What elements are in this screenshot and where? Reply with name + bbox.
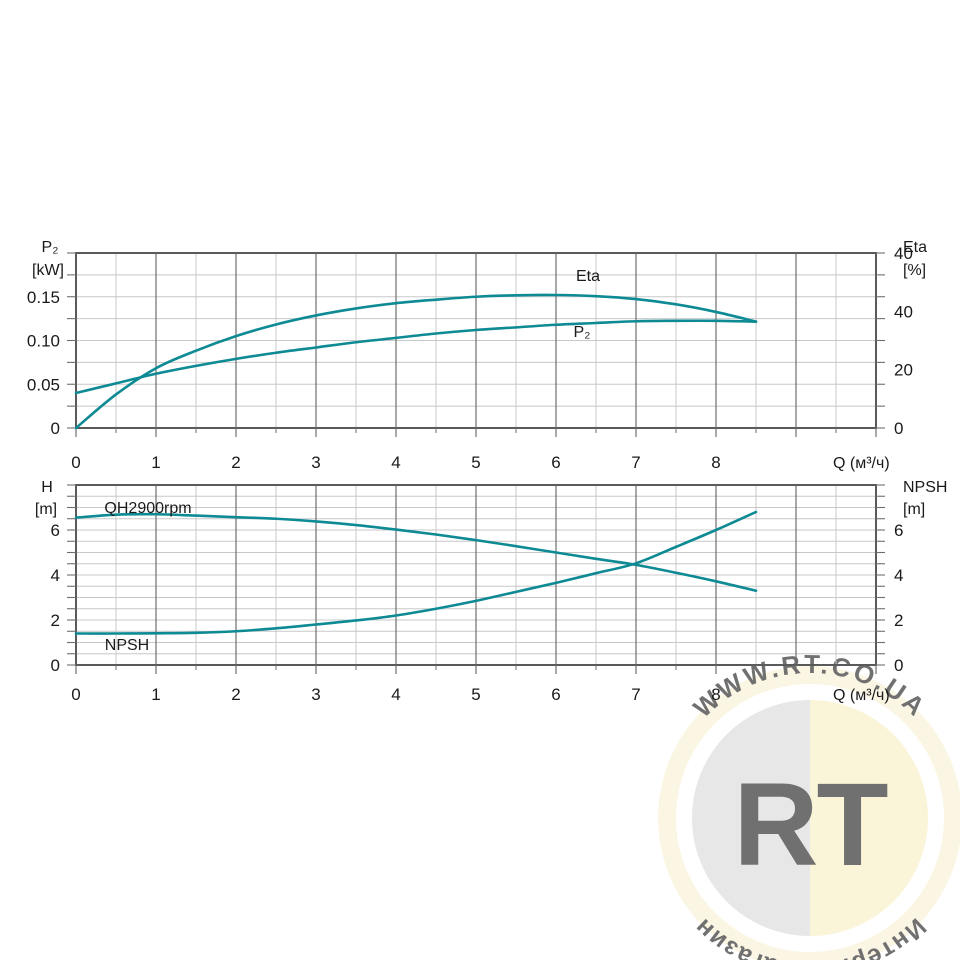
curve-label-p2: P₂ <box>574 324 591 341</box>
curve-npsh <box>74 510 758 635</box>
x-tick-label: 7 <box>631 453 640 472</box>
bottom-chart-minor-gridlines <box>76 485 876 665</box>
x-tick-label: 6 <box>551 685 560 704</box>
bottom-chart-y2-tick-labels: 0 2 4 6 <box>894 521 903 675</box>
x-tick-label: 7 <box>631 685 640 704</box>
curve-label-eta: Eta <box>576 268 600 285</box>
watermark-letters-left: RT <box>733 759 887 891</box>
y-tick-label: 0.10 <box>27 332 60 351</box>
top-chart-x-tick-labels: 0 1 2 3 4 5 6 7 8 <box>71 453 720 472</box>
y2-tick-label: 2 <box>894 611 903 630</box>
top-chart-y2-tick-labels: 0 20 40 40 <box>894 244 913 438</box>
x-tick-label: 1 <box>151 453 160 472</box>
x-tick-label: 2 <box>231 685 240 704</box>
curve-qh2900rpm <box>74 512 758 593</box>
bottom-chart-right-axis-caption-2: [m] <box>903 501 925 518</box>
top-chart-x-axis-label: Q (м³/ч) <box>833 455 890 472</box>
x-tick-label: 3 <box>311 453 320 472</box>
top-chart-y-tick-labels: 0 0.05 0.10 0.15 <box>27 288 60 438</box>
bottom-chart-left-axis-caption-1: H <box>41 479 53 496</box>
y2-tick-label: 4 <box>894 566 903 585</box>
x-tick-label: 2 <box>231 453 240 472</box>
y-tick-label: 0 <box>51 656 60 675</box>
bottom-chart-y-tick-labels: 0 2 4 6 <box>51 521 60 675</box>
y2-tick-label: 40 <box>894 244 913 263</box>
top-chart-right-axis-caption-1: Eta <box>903 239 927 256</box>
watermark-disc-left <box>692 700 810 936</box>
top-chart-major-gridlines <box>155 253 797 428</box>
y-tick-label: 4 <box>51 566 60 585</box>
curve-label-npsh: NPSH <box>105 637 149 654</box>
x-tick-label: 0 <box>71 685 80 704</box>
bottom-chart-x-axis-label: Q (м³/ч) <box>833 687 890 704</box>
watermark-letters: RT RT <box>733 759 889 891</box>
watermark-letters-right: RT <box>733 759 887 891</box>
y2-tick-label: 0 <box>894 419 903 438</box>
bottom-chart-right-axis-caption-1: NPSH <box>903 479 947 496</box>
x-tick-label: 5 <box>471 685 480 704</box>
y-tick-label: 6 <box>51 521 60 540</box>
head-npsh-chart: 0 1 2 3 4 5 6 7 8 0 2 4 6 0 2 4 6 H [m] NPSH [m] Q (м³… <box>35 479 948 704</box>
x-tick-label: 6 <box>551 453 560 472</box>
top-chart-right-axis-caption-2: [%] <box>903 262 926 279</box>
x-tick-label: 4 <box>391 685 400 704</box>
top-chart-left-axis-caption-1: P₂ <box>42 239 59 256</box>
x-tick-label: 8 <box>711 453 720 472</box>
x-tick-label: 0 <box>71 453 80 472</box>
y2-tick-label: 6 <box>894 521 903 540</box>
x-tick-label: 5 <box>471 453 480 472</box>
x-tick-label: 1 <box>151 685 160 704</box>
x-tick-label: 8 <box>711 685 720 704</box>
bottom-chart-x-tick-labels: 0 1 2 3 4 5 6 7 8 <box>71 685 720 704</box>
y-tick-label: 2 <box>51 611 60 630</box>
watermark-disc-right <box>810 700 928 936</box>
y-tick-label: 0.05 <box>27 375 60 394</box>
y2-tick-label: 0 <box>894 656 903 675</box>
curve-eta <box>74 293 758 430</box>
bottom-chart-left-axis-caption-2: [m] <box>35 501 57 518</box>
curve-p2 <box>74 319 758 395</box>
rt-shop-watermark: RT RT WWW.RT.CO.UA Интернет магазин <box>658 649 960 960</box>
y-tick-label: 0 <box>51 419 60 438</box>
curve-label-qh2900rpm: QH2900rpm <box>104 500 191 517</box>
y-tick-label: 0.15 <box>27 288 60 307</box>
x-tick-label: 3 <box>311 685 320 704</box>
bottom-chart-ticks <box>67 484 885 674</box>
y2-tick-label: 40 <box>894 302 913 321</box>
x-tick-label: 4 <box>391 453 400 472</box>
y2-tick-label: 20 <box>894 361 913 380</box>
top-chart-left-axis-caption-2: [kW] <box>32 262 64 279</box>
top-chart-ticks <box>67 252 885 437</box>
